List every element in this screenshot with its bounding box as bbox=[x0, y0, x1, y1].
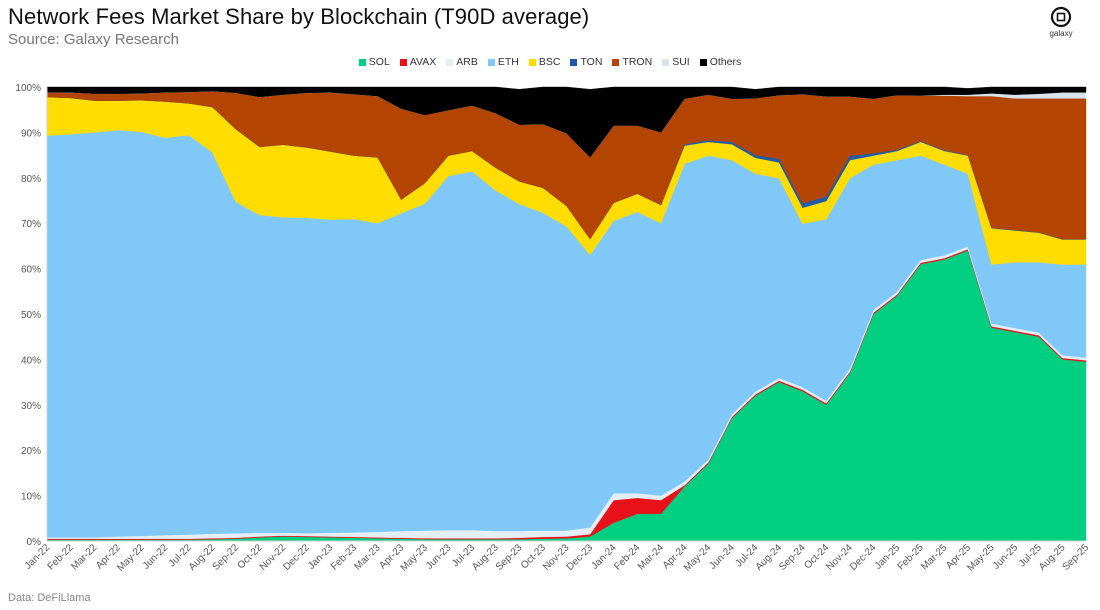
y-tick-label: 100% bbox=[15, 83, 41, 94]
x-tick-label: May-25 bbox=[965, 542, 997, 574]
legend-label: Others bbox=[709, 56, 742, 68]
x-tick-label: Sep-25 bbox=[1061, 542, 1092, 573]
legend-swatch bbox=[612, 58, 620, 66]
x-tick-label: Mar-25 bbox=[919, 542, 949, 572]
legend-item-tron: TRON bbox=[612, 56, 652, 68]
legend-label: ETH bbox=[497, 56, 519, 68]
x-tick-label: Mar-23 bbox=[353, 542, 383, 572]
legend-label: SOL bbox=[368, 56, 390, 68]
legend-swatch bbox=[446, 58, 454, 66]
legend-item-eth: ETH bbox=[487, 56, 519, 68]
legend-swatch bbox=[358, 58, 366, 66]
chart-legend: SOL AVAX ARB ETH BSC TON TRON SUI Others bbox=[0, 56, 1100, 68]
x-tick-label: May-22 bbox=[115, 542, 147, 574]
x-tick-label: Dec-24 bbox=[848, 542, 879, 573]
y-axis: 0% 10% 20% 30% 40% 50% 60% 70% 80% 90% 100% bbox=[15, 83, 48, 548]
x-tick-label: May-24 bbox=[682, 542, 714, 574]
legend-item-avax: AVAX bbox=[399, 56, 437, 68]
legend-swatch bbox=[528, 58, 536, 66]
y-tick-label: 0% bbox=[27, 537, 42, 548]
legend-swatch bbox=[699, 58, 707, 66]
area-layers bbox=[46, 86, 1087, 542]
x-tick-label: Sep-24 bbox=[777, 542, 808, 573]
data-source-note: Data: DeFiLlama bbox=[8, 592, 91, 604]
y-tick-label: 90% bbox=[21, 128, 41, 139]
legend-item-ton: TON bbox=[570, 56, 602, 68]
legend-swatch bbox=[662, 58, 670, 66]
x-tick-label: May-23 bbox=[399, 542, 431, 574]
y-tick-label: 10% bbox=[21, 492, 41, 503]
y-tick-label: 80% bbox=[21, 174, 41, 185]
legend-label: TON bbox=[580, 56, 603, 68]
x-tick-label: Jun-22 bbox=[141, 542, 171, 572]
x-tick-label: Dec-23 bbox=[565, 542, 596, 573]
legend-item-sui: SUI bbox=[662, 56, 690, 68]
legend-label: AVAX bbox=[409, 56, 437, 68]
x-tick-label: Mar-24 bbox=[636, 542, 666, 572]
legend-label: SUI bbox=[672, 56, 690, 68]
chart-title: Network Fees Market Share by Blockchain … bbox=[8, 4, 590, 29]
legend-item-others: Others bbox=[699, 56, 742, 68]
area-others bbox=[46, 86, 1087, 158]
legend-item-arb: ARB bbox=[446, 56, 478, 68]
x-tick-label: Jun-23 bbox=[424, 542, 454, 572]
galaxy-logo: galaxy bbox=[1034, 6, 1088, 38]
legend-label: TRON bbox=[622, 56, 653, 68]
x-tick-label: Jun-24 bbox=[708, 542, 738, 572]
legend-label: ARB bbox=[456, 56, 478, 68]
galaxy-logo-icon bbox=[1050, 6, 1072, 28]
legend-item-bsc: BSC bbox=[528, 56, 561, 68]
y-tick-label: 40% bbox=[21, 355, 41, 366]
legend-swatch bbox=[570, 58, 578, 66]
legend-item-sol: SOL bbox=[358, 56, 390, 68]
x-tick-label: Jun-25 bbox=[991, 542, 1021, 572]
x-axis: Jan-22Feb-22Mar-22Apr-22May-22Jun-22Jul-… bbox=[23, 540, 1092, 574]
legend-label: BSC bbox=[538, 56, 561, 68]
x-tick-label: Dec-22 bbox=[281, 542, 312, 573]
x-tick-label: Mar-22 bbox=[69, 542, 99, 572]
legend-swatch bbox=[487, 58, 495, 66]
y-tick-label: 50% bbox=[21, 310, 41, 321]
y-tick-label: 70% bbox=[21, 219, 41, 230]
x-tick-label: Sep-22 bbox=[210, 542, 241, 573]
y-tick-label: 30% bbox=[21, 401, 41, 412]
y-tick-label: 20% bbox=[21, 446, 41, 457]
x-tick-label: Sep-23 bbox=[494, 542, 525, 573]
legend-swatch bbox=[399, 58, 407, 66]
y-tick-label: 60% bbox=[21, 265, 41, 276]
chart-subtitle: Source: Galaxy Research bbox=[8, 31, 179, 48]
galaxy-logo-text: galaxy bbox=[1049, 29, 1073, 38]
